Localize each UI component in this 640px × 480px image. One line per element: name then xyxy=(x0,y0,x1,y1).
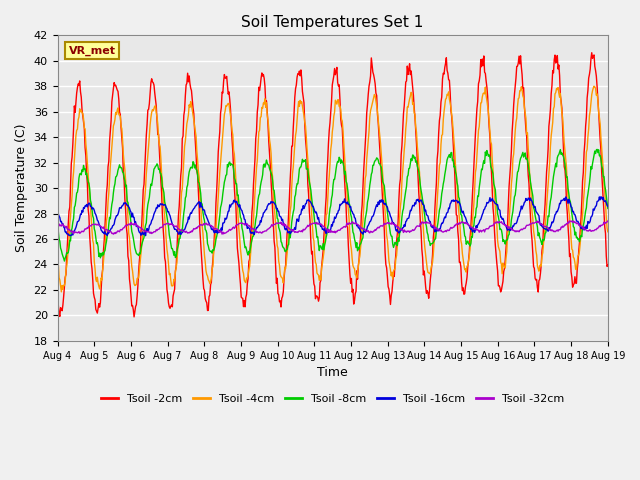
Y-axis label: Soil Temperature (C): Soil Temperature (C) xyxy=(15,124,28,252)
Tsoil -2cm xyxy=(54,298,61,304)
Tsoil -16cm xyxy=(120,200,128,205)
Tsoil -16cm xyxy=(141,233,149,239)
Tsoil -8cm xyxy=(61,258,68,264)
Tsoil -4cm xyxy=(54,260,61,265)
Tsoil -4cm xyxy=(590,84,598,89)
Tsoil -16cm xyxy=(206,223,214,228)
X-axis label: Time: Time xyxy=(317,366,348,379)
Tsoil -2cm xyxy=(63,240,71,246)
Tsoil -32cm xyxy=(63,227,71,232)
Line: Tsoil -2cm: Tsoil -2cm xyxy=(58,53,608,317)
Tsoil -32cm xyxy=(417,220,424,226)
Tsoil -2cm xyxy=(120,178,128,184)
Title: Soil Temperatures Set 1: Soil Temperatures Set 1 xyxy=(241,15,424,30)
Tsoil -4cm xyxy=(417,190,424,196)
Tsoil -2cm xyxy=(604,262,612,268)
Tsoil -4cm xyxy=(604,229,612,235)
Tsoil -8cm xyxy=(121,178,129,184)
Tsoil -2cm xyxy=(588,50,596,56)
Tsoil -4cm xyxy=(401,147,408,153)
Tsoil -32cm xyxy=(568,218,576,224)
Tsoil -8cm xyxy=(593,146,601,152)
Tsoil -32cm xyxy=(177,228,184,233)
Tsoil -16cm xyxy=(417,197,424,203)
Tsoil -2cm xyxy=(130,314,138,320)
Tsoil -4cm xyxy=(121,167,129,173)
Tsoil -16cm xyxy=(54,209,61,215)
Tsoil -8cm xyxy=(65,250,72,255)
Tsoil -4cm xyxy=(65,245,72,251)
Tsoil -8cm xyxy=(54,224,61,229)
Tsoil -4cm xyxy=(58,289,65,295)
Tsoil -8cm xyxy=(417,182,424,188)
Tsoil -16cm xyxy=(604,204,612,209)
Tsoil -32cm xyxy=(109,231,117,237)
Tsoil -4cm xyxy=(206,281,214,287)
Tsoil -8cm xyxy=(177,230,184,236)
Line: Tsoil -16cm: Tsoil -16cm xyxy=(58,197,608,236)
Text: VR_met: VR_met xyxy=(68,46,116,56)
Line: Tsoil -32cm: Tsoil -32cm xyxy=(58,221,608,234)
Tsoil -16cm xyxy=(63,231,71,237)
Tsoil -32cm xyxy=(206,222,214,228)
Line: Tsoil -4cm: Tsoil -4cm xyxy=(58,86,608,292)
Tsoil -2cm xyxy=(177,173,184,179)
Line: Tsoil -8cm: Tsoil -8cm xyxy=(58,149,608,261)
Legend: Tsoil -2cm, Tsoil -4cm, Tsoil -8cm, Tsoil -16cm, Tsoil -32cm: Tsoil -2cm, Tsoil -4cm, Tsoil -8cm, Tsoi… xyxy=(97,389,568,408)
Tsoil -16cm xyxy=(177,231,184,237)
Tsoil -2cm xyxy=(206,292,214,298)
Tsoil -32cm xyxy=(604,218,612,224)
Tsoil -4cm xyxy=(177,206,184,212)
Tsoil -32cm xyxy=(401,227,408,233)
Tsoil -32cm xyxy=(121,224,129,229)
Tsoil -32cm xyxy=(54,223,61,228)
Tsoil -8cm xyxy=(401,198,408,204)
Tsoil -8cm xyxy=(206,248,214,254)
Tsoil -16cm xyxy=(597,194,605,200)
Tsoil -8cm xyxy=(604,205,612,211)
Tsoil -2cm xyxy=(401,103,408,109)
Tsoil -16cm xyxy=(401,222,408,228)
Tsoil -2cm xyxy=(417,218,424,224)
